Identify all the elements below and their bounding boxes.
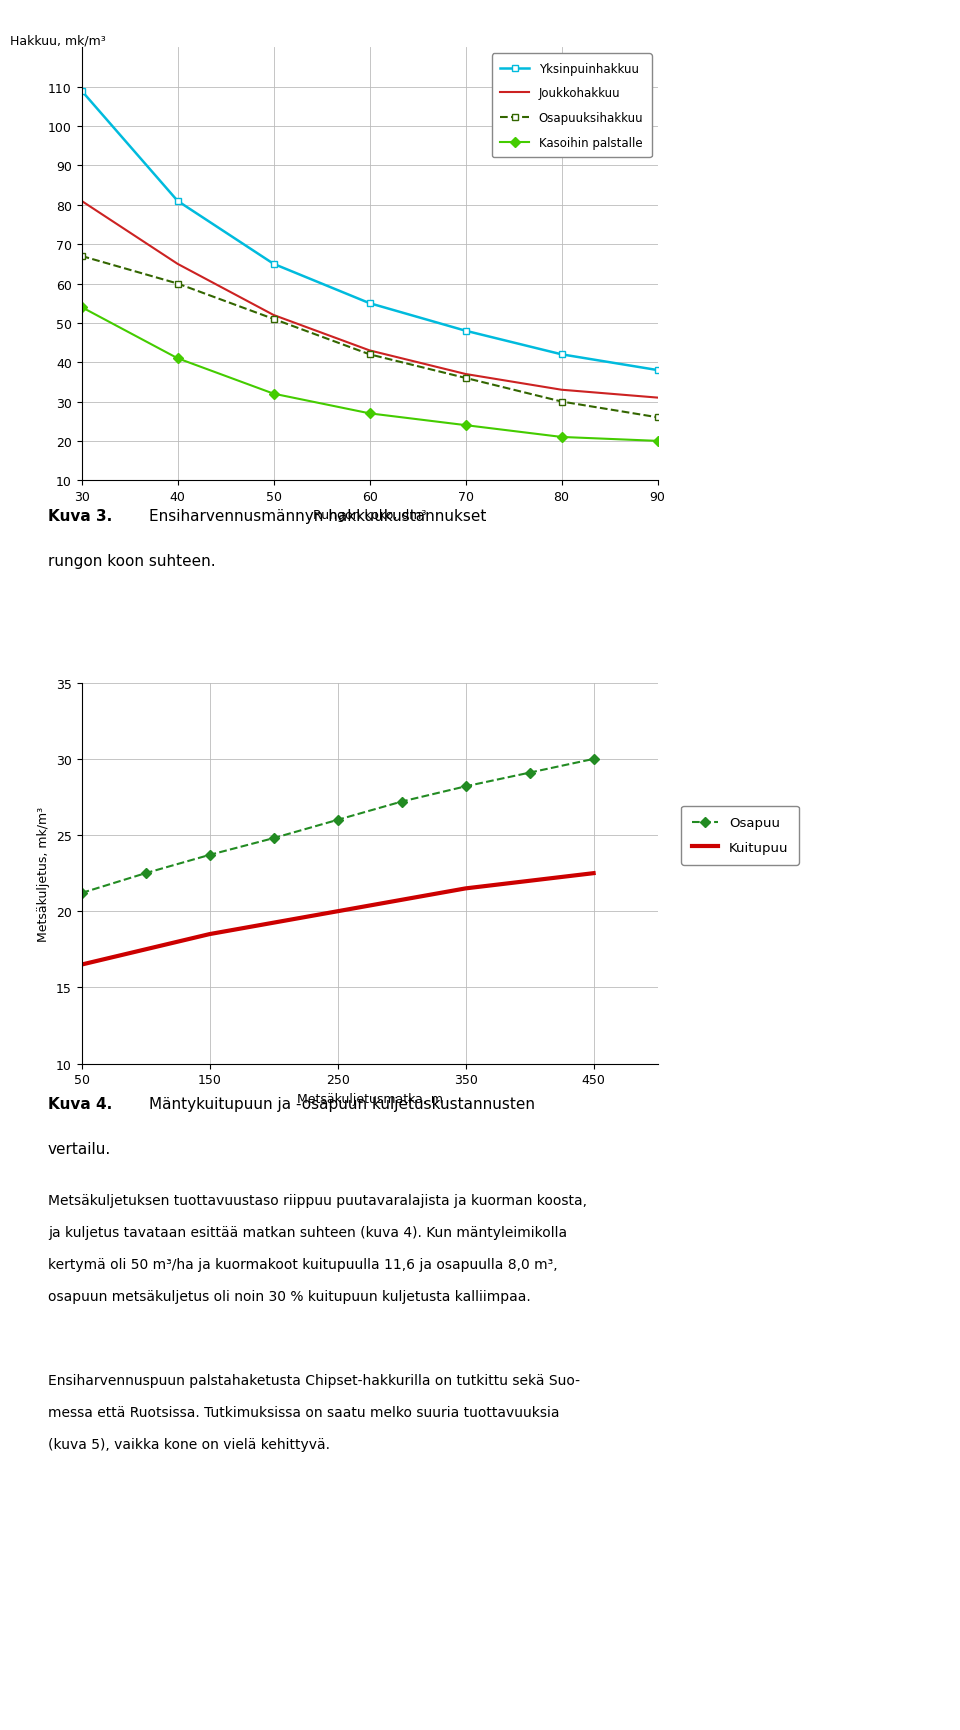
Joukkohakkuu: [556, 381, 567, 401]
Text: Ensiharvennusmännyn hakkuukustannukset: Ensiharvennusmännyn hakkuukustannukset: [149, 509, 486, 524]
Kasoihin palstalle: [172, 349, 183, 370]
Y-axis label: Metsäkuljetus, mk/m³: Metsäkuljetus, mk/m³: [37, 806, 51, 941]
Yksinpuinhakkuu: [460, 322, 471, 343]
X-axis label: Rungon koko, dm³: Rungon koko, dm³: [313, 509, 426, 522]
Kasoihin palstalle: [364, 403, 375, 424]
Yksinpuinhakkuu: [268, 254, 279, 275]
Osapuu: [76, 882, 87, 903]
Joukkohakkuu: [460, 365, 471, 386]
Text: (kuva 5), vaikka kone on vielä kehittyvä.: (kuva 5), vaikka kone on vielä kehittyvä…: [48, 1438, 330, 1451]
Line: Kasoihin palstalle: Kasoihin palstalle: [78, 304, 661, 445]
Osapuu: [268, 829, 279, 849]
Legend: Yksinpuinhakkuu, Joukkohakkuu, Osapuuksihakkuu, Kasoihin palstalle: Yksinpuinhakkuu, Joukkohakkuu, Osapuuksi…: [492, 54, 652, 157]
Osapuuksihakkuu: [652, 408, 663, 429]
Kuitupuu: [204, 924, 215, 945]
Kasoihin palstalle: [652, 431, 663, 452]
X-axis label: Metsäkuljetusmatka, m: Metsäkuljetusmatka, m: [297, 1092, 443, 1105]
Line: Yksinpuinhakkuu: Yksinpuinhakkuu: [78, 88, 661, 374]
Kuitupuu: [332, 901, 344, 922]
Yksinpuinhakkuu: [364, 294, 375, 315]
Osapuu: [524, 763, 536, 784]
Joukkohakkuu: [652, 388, 663, 408]
Osapuuksihakkuu: [460, 368, 471, 389]
Yksinpuinhakkuu: [652, 360, 663, 381]
Text: Kuva 4.: Kuva 4.: [48, 1097, 112, 1112]
Text: Metsäkuljetuksen tuottavuustaso riippuu puutavaralajista ja kuorman koosta,: Metsäkuljetuksen tuottavuustaso riippuu …: [48, 1194, 587, 1208]
Joukkohakkuu: [172, 254, 183, 275]
Text: rungon koon suhteen.: rungon koon suhteen.: [48, 554, 216, 569]
Osapuuksihakkuu: [76, 246, 87, 266]
Line: Osapuuksihakkuu: Osapuuksihakkuu: [78, 253, 661, 422]
Legend: Osapuu, Kuitupuu: Osapuu, Kuitupuu: [682, 806, 799, 865]
Osapuuksihakkuu: [556, 393, 567, 413]
Joukkohakkuu: [268, 306, 279, 327]
Yksinpuinhakkuu: [556, 344, 567, 365]
Osapuu: [396, 792, 407, 813]
Kuitupuu: [460, 879, 471, 900]
Text: kertymä oli 50 m³/ha ja kuormakoot kuitupuulla 11,6 ja osapuulla 8,0 m³,: kertymä oli 50 m³/ha ja kuormakoot kuitu…: [48, 1258, 558, 1272]
Kasoihin palstalle: [460, 415, 471, 436]
Line: Osapuu: Osapuu: [78, 756, 597, 896]
Text: Ensiharvennuspuun palstahaketusta Chipset-hakkurilla on tutkittu sekä Suo-: Ensiharvennuspuun palstahaketusta Chipse…: [48, 1374, 580, 1387]
Osapuu: [460, 777, 471, 798]
Kuitupuu: [588, 863, 599, 884]
Osapuuksihakkuu: [172, 273, 183, 294]
Kasoihin palstalle: [76, 298, 87, 318]
Text: ja kuljetus tavataan esittää matkan suhteen (kuva 4). Kun mäntyleimikolla: ja kuljetus tavataan esittää matkan suht…: [48, 1225, 567, 1240]
Yksinpuinhakkuu: [76, 81, 87, 102]
Text: osapuun metsäkuljetus oli noin 30 % kuitupuun kuljetusta kalliimpaa.: osapuun metsäkuljetus oli noin 30 % kuit…: [48, 1291, 531, 1304]
Text: vertailu.: vertailu.: [48, 1142, 111, 1157]
Text: Mäntykuitupuun ja -osapuun kuljetuskustannusten: Mäntykuitupuun ja -osapuun kuljetuskusta…: [149, 1097, 535, 1112]
Osapuuksihakkuu: [268, 310, 279, 330]
Osapuu: [204, 844, 215, 865]
Joukkohakkuu: [76, 192, 87, 213]
Osapuuksihakkuu: [364, 344, 375, 365]
Text: messa että Ruotsissa. Tutkimuksissa on saatu melko suuria tuottavuuksia: messa että Ruotsissa. Tutkimuksissa on s…: [48, 1405, 560, 1420]
Text: Hakkuu, mk/m³: Hakkuu, mk/m³: [10, 35, 106, 48]
Osapuu: [140, 863, 152, 884]
Text: Kuva 3.: Kuva 3.: [48, 509, 112, 524]
Yksinpuinhakkuu: [172, 192, 183, 213]
Osapuu: [332, 810, 344, 830]
Kasoihin palstalle: [268, 384, 279, 405]
Line: Kuitupuu: Kuitupuu: [82, 874, 593, 965]
Joukkohakkuu: [364, 341, 375, 362]
Line: Joukkohakkuu: Joukkohakkuu: [82, 202, 658, 398]
Kuitupuu: [76, 955, 87, 976]
Kasoihin palstalle: [556, 427, 567, 448]
Osapuu: [588, 749, 599, 770]
